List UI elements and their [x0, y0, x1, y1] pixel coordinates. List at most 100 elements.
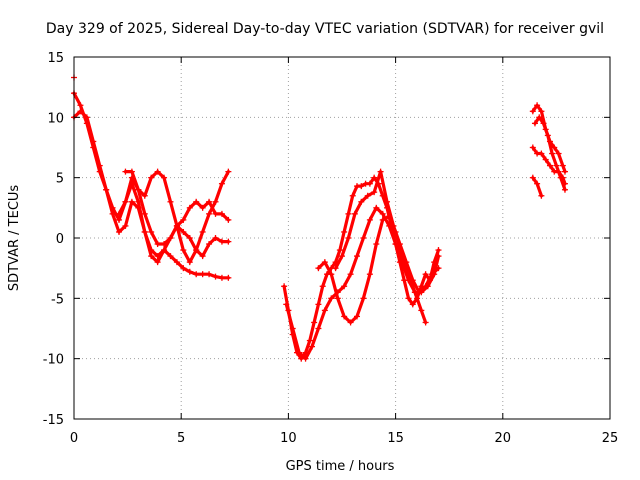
- series-4-point: [173, 222, 180, 229]
- series-6-point: [360, 235, 367, 241]
- series-2-point: [116, 228, 123, 235]
- series-1-point: [206, 198, 213, 205]
- series-3-point: [161, 174, 168, 181]
- y-tick-label: -10: [43, 353, 64, 368]
- series-1-point: [199, 204, 206, 211]
- series-6-point: [354, 253, 361, 260]
- x-axis-label: GPS time / hours: [286, 459, 395, 474]
- series-11-point: [561, 180, 568, 187]
- series-4-point: [116, 210, 123, 217]
- series-3-point: [212, 198, 219, 205]
- series-6-point: [373, 204, 380, 211]
- series-10-point: [561, 186, 568, 193]
- series-8-point: [371, 189, 378, 196]
- y-tick-label: 5: [56, 172, 64, 187]
- series-8-point: [358, 198, 365, 205]
- y-tick-label: 10: [47, 111, 64, 126]
- series-3-point: [225, 168, 232, 175]
- series-2-point: [77, 108, 84, 115]
- series-9-point: [534, 102, 541, 109]
- series-5-point: [336, 247, 343, 254]
- series-2-point: [109, 210, 116, 217]
- series-11-point: [529, 144, 536, 151]
- series-7-point: [354, 313, 361, 320]
- series-5-point: [341, 228, 348, 235]
- series-5-point: [315, 301, 322, 308]
- series-12-point: [538, 192, 545, 199]
- series-6-point: [435, 253, 442, 260]
- series-11-point: [559, 174, 566, 181]
- series-2-point: [225, 274, 232, 281]
- series-8-point: [435, 265, 442, 272]
- series-11-point: [555, 168, 562, 175]
- series-7-point: [321, 259, 328, 266]
- series-2-point: [128, 198, 135, 205]
- y-axis-label: SDTVAR / TECUs: [7, 185, 22, 292]
- series-10-point: [549, 150, 556, 157]
- series-11-point: [538, 150, 545, 157]
- series-1-point: [180, 216, 187, 223]
- series-7-point: [328, 271, 335, 278]
- series-6-point: [289, 325, 296, 332]
- series-6-point: [328, 295, 335, 302]
- series-3-point: [141, 192, 148, 199]
- series-8-point: [351, 210, 358, 217]
- series-3-point: [206, 210, 213, 217]
- series-4-point: [180, 228, 187, 235]
- series-12-point: [529, 174, 536, 181]
- series-1-point: [148, 228, 155, 235]
- series-1-point: [193, 198, 200, 205]
- series-5-point: [311, 319, 318, 326]
- y-tick-label: 0: [56, 232, 64, 247]
- series-2-point: [206, 271, 213, 278]
- y-tick-label: -15: [43, 413, 64, 428]
- series-4-point: [148, 253, 155, 260]
- series-7-point: [347, 319, 354, 326]
- series-6-point: [283, 301, 290, 308]
- y-tick-label: -5: [51, 292, 64, 307]
- series-7-trace: [316, 214, 428, 325]
- series-4-point: [193, 247, 200, 254]
- series-6-point: [315, 325, 322, 332]
- series-2-point: [199, 271, 206, 278]
- series-4-point: [122, 198, 129, 205]
- series-3-point: [128, 168, 135, 175]
- series-10-point: [540, 120, 547, 127]
- series-8-point: [390, 222, 397, 229]
- series-6-point: [308, 343, 315, 350]
- series-5-point: [281, 283, 288, 290]
- x-tick-label: 15: [387, 431, 404, 446]
- series-3-point: [148, 174, 155, 181]
- series-10-point: [553, 162, 560, 169]
- series-4-point: [128, 180, 135, 187]
- series-1-point: [154, 241, 161, 248]
- series-8-point: [409, 277, 416, 284]
- series-5-point: [349, 192, 356, 199]
- series-9-point: [529, 108, 536, 115]
- series-8-point: [332, 265, 339, 272]
- chart-title: Day 329 of 2025, Sidereal Day-to-day VTE…: [46, 21, 604, 37]
- series-8-point: [345, 235, 352, 241]
- data-series-layer: [71, 74, 568, 362]
- series-9-point: [538, 108, 545, 115]
- series-1-point: [225, 216, 232, 223]
- series-9-point: [555, 150, 562, 157]
- series-7-point: [379, 216, 386, 223]
- series-7-point: [334, 295, 341, 302]
- series-5-point: [405, 295, 412, 302]
- series-3-point: [180, 247, 187, 254]
- series-3-point: [154, 168, 161, 175]
- series-1-point: [116, 216, 123, 223]
- x-tick-label: 25: [602, 431, 619, 446]
- series-4-point: [206, 241, 213, 248]
- series-3-point: [135, 186, 142, 193]
- series-8-point: [377, 168, 384, 175]
- series-6-point: [347, 271, 354, 278]
- series-5-point: [371, 174, 378, 181]
- series-2-point: [212, 273, 219, 280]
- series-8-point: [416, 289, 423, 296]
- series-7-point: [373, 241, 380, 248]
- series-2-point: [122, 222, 129, 229]
- series-7-point: [366, 271, 373, 278]
- series-4-trace: [117, 182, 230, 264]
